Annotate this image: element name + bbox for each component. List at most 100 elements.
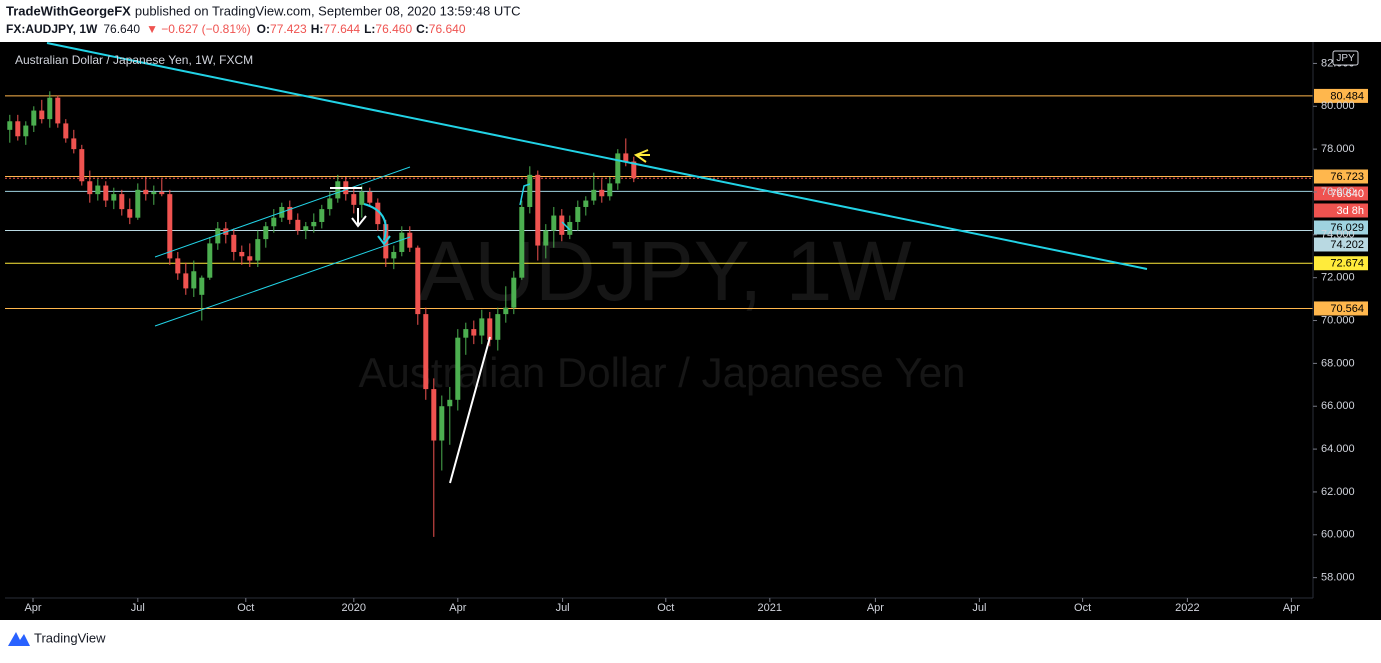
y-tick-label: 70.000 [1321, 314, 1355, 326]
candle-body [583, 200, 589, 207]
candle-body [287, 206, 293, 220]
candle-body [471, 329, 477, 336]
ohlc-key: C: [416, 22, 429, 36]
x-tick-label: Jul [131, 602, 145, 614]
candle-body [479, 318, 485, 336]
y-tick-label: 74.000 [1321, 229, 1355, 241]
candle-body [159, 191, 165, 195]
candle-body [367, 191, 373, 203]
candle-body [359, 191, 365, 205]
candle-body [167, 194, 173, 259]
y-tick-label: 66.000 [1321, 400, 1355, 412]
ohlc-value: 76.640 [429, 22, 466, 36]
candle-body [295, 219, 301, 231]
candle-body [311, 221, 317, 227]
candle-body [407, 232, 413, 248]
candle-body [55, 97, 61, 124]
level-label-box [1314, 169, 1368, 184]
y-tick-label: 78.000 [1321, 143, 1355, 155]
candle-body [327, 198, 333, 210]
chart-title: Australian Dollar / Japanese Yen, 1W, FX… [15, 53, 253, 67]
level-label: 74.202 [1330, 239, 1364, 251]
candle-body [439, 406, 445, 441]
candle-body [375, 202, 381, 225]
y-tick-label: 80.000 [1321, 100, 1355, 112]
chart-area [0, 42, 1381, 620]
candle-body [551, 215, 557, 231]
channel-top [154, 166, 411, 258]
candle-body [23, 125, 29, 137]
level-label-box [1314, 220, 1368, 235]
level-label-box [1314, 203, 1368, 218]
candle-body [391, 251, 397, 259]
levels: 80.484 76.723 76.640 3d 8h 76.029 74.202 72.67… [5, 88, 1368, 316]
candle-body [399, 232, 405, 252]
candle-body [143, 189, 149, 195]
ohlc-value: 77.644 [323, 22, 360, 36]
change: ▼ −0.627 (−0.81%) [146, 22, 251, 36]
brand: TradingView [34, 630, 106, 645]
yellow-arrow [633, 149, 650, 163]
swing-marks [519, 183, 571, 231]
candle-body [455, 337, 461, 400]
candle-body [103, 185, 109, 201]
candle-body [239, 251, 245, 257]
level-label: 76.640 [1330, 188, 1364, 200]
candle-body [247, 256, 253, 261]
level-label: 76.723 [1330, 171, 1364, 183]
curve-arrow-head [377, 235, 391, 246]
level-label: 3d 8h [1336, 205, 1364, 217]
level-label: 76.029 [1330, 222, 1364, 234]
candle-body [183, 273, 189, 289]
watermark: AUDJPY, 1W Australian Dollar / Japanese … [358, 224, 965, 396]
watermark-symbol: AUDJPY, 1W [418, 224, 911, 318]
candle-body [199, 277, 205, 295]
symbol: FX:AUDJPY, 1W [6, 22, 98, 36]
candle-body [335, 181, 341, 199]
candle-body [511, 277, 517, 308]
x-tick-label: Apr [449, 602, 466, 614]
candle-body [79, 149, 85, 182]
channel-bottom [154, 236, 411, 327]
y-tick-label: 62.000 [1321, 486, 1355, 498]
candle-body [207, 243, 213, 278]
candle-body [7, 121, 13, 130]
y-tick-label: 68.000 [1321, 357, 1355, 369]
x-tick-label: Jul [556, 602, 570, 614]
published: published on TradingView.com, September … [135, 3, 521, 18]
x-tick-label: Oct [237, 602, 254, 614]
x-tick-label: Oct [1074, 602, 1091, 614]
y-tick-label: 58.000 [1321, 572, 1355, 584]
brand-logo [8, 632, 30, 646]
level-label-box [1314, 88, 1368, 103]
candle-body [215, 228, 221, 244]
x-tick-label: Jul [972, 602, 986, 614]
candle-body [415, 247, 421, 315]
level-label-box [1314, 301, 1368, 316]
candle-body [607, 183, 613, 197]
currency-box [1332, 50, 1359, 66]
candle-body [231, 234, 237, 252]
candle-body [447, 399, 453, 407]
ohlc-key: L: [364, 22, 375, 36]
candle-body [127, 209, 133, 218]
impulse-line [449, 336, 491, 484]
x-tick-label: Apr [24, 602, 41, 614]
level-label: 70.564 [1330, 303, 1364, 315]
candle-body [151, 191, 157, 195]
level-label-box [1314, 256, 1368, 271]
currency: JPY [1336, 53, 1355, 64]
x-tick-label: Apr [1283, 602, 1300, 614]
candle-body [599, 189, 605, 197]
drawings [46, 42, 1148, 484]
candle-body [63, 123, 69, 139]
candle-body [591, 189, 597, 201]
candle-body [87, 181, 93, 195]
candles [7, 91, 637, 537]
candle-body [263, 226, 269, 240]
x-tick-label: Apr [867, 602, 884, 614]
candle-body [495, 314, 501, 340]
candle-body [95, 185, 101, 195]
candle-body [111, 194, 117, 201]
candle-body [519, 206, 525, 278]
